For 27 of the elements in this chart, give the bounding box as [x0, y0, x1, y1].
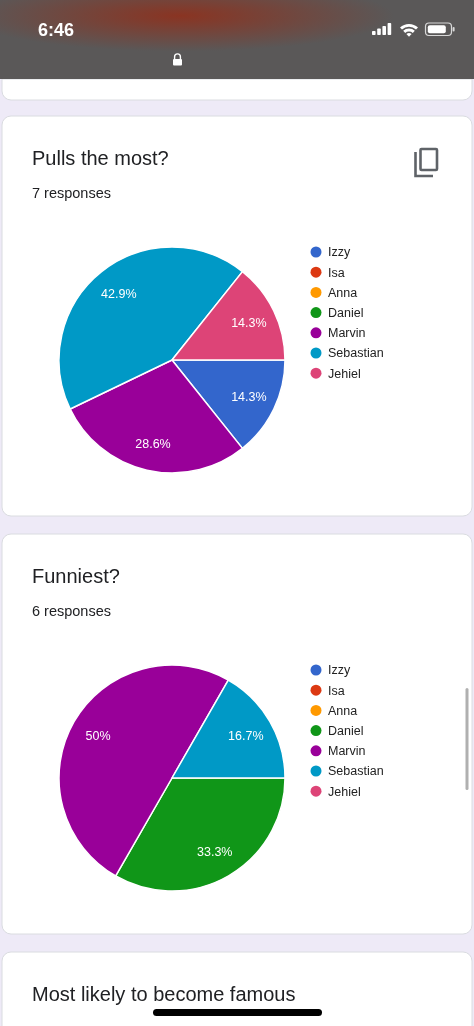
- legend-label: Marvin: [328, 326, 366, 341]
- legend-label: Izzy: [328, 663, 351, 678]
- chart-subtitle: 6 responses: [32, 603, 111, 619]
- legend-label: Jehiel: [328, 366, 361, 381]
- legend-label: Isa: [328, 265, 345, 280]
- legend-label: Sebastian: [328, 346, 384, 361]
- data-label: 33.3%: [197, 845, 233, 860]
- legend-label: Anna: [328, 285, 358, 300]
- legend-label: Isa: [328, 683, 345, 698]
- legend-label: Anna: [328, 703, 358, 718]
- data-label: 14.3%: [231, 390, 267, 405]
- legend-label: Jehiel: [328, 784, 361, 799]
- legend-label: Marvin: [328, 744, 366, 759]
- legend-label: Sebastian: [328, 764, 384, 779]
- legend-label: Daniel: [328, 723, 364, 738]
- chart-subtitle: 7 responses: [32, 185, 111, 201]
- chart-title: Funniest?: [32, 565, 120, 587]
- text: Most likely to become famous: [32, 983, 296, 1005]
- legend-label: Izzy: [328, 245, 351, 260]
- chart-title: Pulls the most?: [32, 147, 169, 169]
- data-label: 28.6%: [135, 436, 171, 451]
- data-label: 14.3%: [231, 316, 267, 331]
- text: 6:46: [38, 20, 75, 40]
- data-label: 42.9%: [101, 286, 137, 301]
- data-label: 50%: [85, 728, 111, 743]
- data-label: 16.7%: [228, 728, 264, 743]
- legend-label: Daniel: [328, 305, 364, 320]
